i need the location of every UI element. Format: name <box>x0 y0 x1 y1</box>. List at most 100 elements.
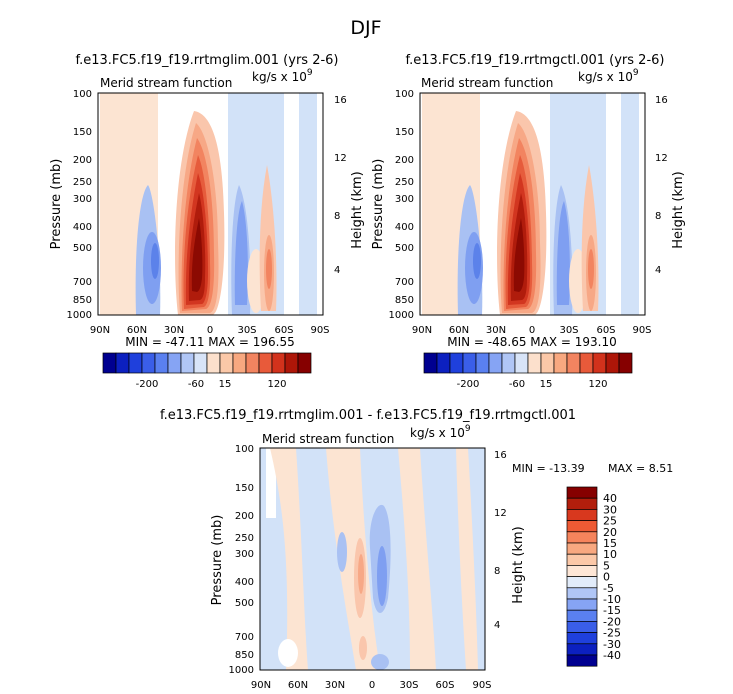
colorbar-swatch <box>206 352 221 374</box>
colorbar-label: 15 <box>219 379 232 390</box>
y-tick-label: 500 <box>235 598 254 609</box>
right-tick-label: 16 <box>334 95 347 106</box>
units-label: kg/s x 109 <box>410 424 471 440</box>
colorbar-swatch <box>566 654 598 667</box>
x-tick-label: 30N <box>164 325 184 336</box>
colorbar-swatch <box>271 352 286 374</box>
y-tick-label: 400 <box>235 577 254 588</box>
colorbar-label: 5 <box>603 559 610 572</box>
colorbar-swatch <box>566 486 598 499</box>
right-tick-label: 12 <box>334 153 347 164</box>
panel-title: f.e13.FC5.f19_f19.rrtmglim.001 (yrs 2-6) <box>75 53 338 68</box>
x-tick-label: 0 <box>369 680 375 691</box>
colorbar-label: -200 <box>457 379 480 390</box>
x-tick-label: 90S <box>472 680 491 691</box>
panel-right: f.e13.FC5.f19_f19.rrtmgctl.001 (yrs 2-6)… <box>371 53 686 390</box>
colorbar-swatch <box>219 352 234 374</box>
colorbar-swatch <box>566 565 598 577</box>
x-tick-label: 30S <box>237 325 256 336</box>
y-tick-label: 250 <box>235 533 254 544</box>
y-tick-label: 1000 <box>389 310 414 321</box>
colorbar-label: -5 <box>603 582 614 595</box>
colorbar-swatch <box>462 352 477 374</box>
colorbar-swatch <box>501 352 516 374</box>
colorbar-label: -20 <box>603 615 621 628</box>
colorbar-swatch <box>141 352 156 374</box>
y-tick-label: 1000 <box>229 665 254 676</box>
colorbar-swatch <box>566 520 598 533</box>
x-tick-label: 60S <box>435 680 454 691</box>
y-axis-left: 100 150 200 250 300 400 500 700 850 1000… <box>49 89 365 321</box>
min-max-stats: MIN = -48.65 MAX = 193.10 <box>447 335 617 349</box>
colorbar-swatch <box>566 598 598 611</box>
colorbar-label: 30 <box>603 503 617 516</box>
units-label: kg/s x 109 <box>252 68 313 84</box>
y-tick-label: 200 <box>395 155 414 166</box>
colorbar-label: -30 <box>603 638 621 651</box>
y-tick-label: 300 <box>235 549 254 560</box>
colorbar-swatch <box>566 643 598 656</box>
y-tick-label: 850 <box>395 295 414 306</box>
right-axis-title: Height (km) <box>350 171 365 248</box>
x-tick-label: 0 <box>529 325 535 336</box>
contour-field <box>259 447 486 671</box>
colorbar-swatch <box>167 352 182 374</box>
y-tick-label: 850 <box>235 650 254 661</box>
colorbar-label: -60 <box>509 379 525 390</box>
x-tick-label: 60N <box>449 325 469 336</box>
panel-title: f.e13.FC5.f19_f19.rrtmgctl.001 (yrs 2-6) <box>406 53 665 68</box>
right-tick-label: 12 <box>494 508 507 519</box>
colorbar-swatch <box>488 352 503 374</box>
colorbar-swatch <box>232 352 247 374</box>
colorbar-swatch <box>566 587 598 600</box>
colorbar-swatch <box>245 352 260 374</box>
right-tick-label: 16 <box>655 95 668 106</box>
y-tick-label: 500 <box>395 243 414 254</box>
y-tick-label: 300 <box>395 194 414 205</box>
x-tick-label: 90N <box>412 325 432 336</box>
colorbar-swatch <box>579 352 594 374</box>
colorbar-top-left: -200 -60 15 120 <box>102 352 312 390</box>
colorbar-swatch <box>102 352 117 374</box>
colorbar-swatch <box>527 352 542 374</box>
contour-field <box>419 92 646 316</box>
y-axis-title: Pressure (mb) <box>49 159 64 250</box>
colorbar-label: 25 <box>603 515 617 528</box>
colorbar-label: -40 <box>603 649 621 662</box>
colorbar-label: 20 <box>603 526 617 539</box>
y-tick-label: 400 <box>73 222 92 233</box>
y-tick-label: 100 <box>73 89 92 100</box>
colorbar-swatch <box>514 352 529 374</box>
colorbar-swatches <box>423 352 633 374</box>
y-tick-label: 700 <box>395 277 414 288</box>
colorbar-swatch <box>193 352 208 374</box>
right-tick-label: 4 <box>655 265 661 276</box>
contour-field <box>97 92 324 316</box>
right-axis-title: Height (km) <box>511 526 526 603</box>
colorbar-label: 15 <box>603 537 617 550</box>
right-tick-label: 8 <box>494 566 500 577</box>
y-tick-label: 700 <box>235 632 254 643</box>
y-axis-title: Pressure (mb) <box>371 159 386 250</box>
colorbar-label: 40 <box>603 492 617 505</box>
season-title: DJF <box>350 17 381 39</box>
x-tick-label: 30N <box>486 325 506 336</box>
colorbar-swatch <box>566 509 598 521</box>
y-tick-label: 300 <box>73 194 92 205</box>
colorbar-swatch <box>128 352 143 374</box>
colorbar-label: -25 <box>603 627 621 640</box>
y-tick-label: 150 <box>395 127 414 138</box>
colorbar-swatch <box>592 352 607 374</box>
right-axis-title: Height (km) <box>671 171 686 248</box>
colorbar-label: 15 <box>540 379 553 390</box>
colorbar-swatch <box>566 352 581 374</box>
right-tick-label: 16 <box>494 450 507 461</box>
y-tick-label: 100 <box>235 444 254 455</box>
y-tick-label: 200 <box>73 155 92 166</box>
right-tick-label: 4 <box>494 620 500 631</box>
colorbar-swatch <box>566 497 598 510</box>
colorbar-top-right: -200 -60 15 120 <box>423 352 633 390</box>
